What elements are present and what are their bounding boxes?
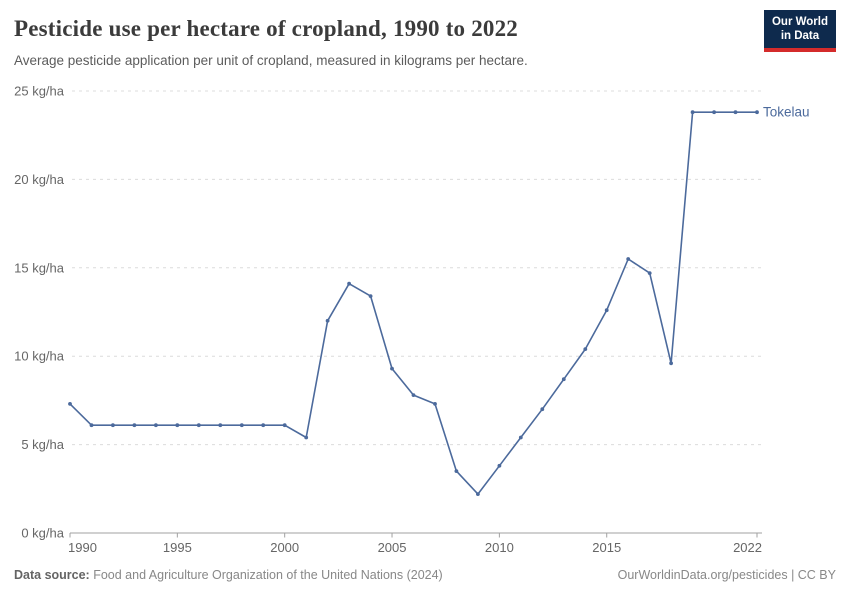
x-tick-label: 1995 xyxy=(163,540,192,555)
data-point xyxy=(196,423,201,428)
data-point xyxy=(561,377,566,382)
y-tick-label: 0 kg/ha xyxy=(21,526,64,541)
data-point xyxy=(540,407,545,412)
x-tick-label: 2005 xyxy=(378,540,407,555)
data-source-label: Data source: xyxy=(14,568,90,582)
y-tick-label: 10 kg/ha xyxy=(14,349,65,364)
data-source: Data source: Food and Agriculture Organi… xyxy=(14,568,443,582)
data-point xyxy=(261,423,266,428)
data-point xyxy=(89,423,94,428)
data-point xyxy=(669,361,673,366)
y-tick-label: 20 kg/ha xyxy=(14,172,65,187)
data-point xyxy=(411,393,416,397)
data-point xyxy=(239,423,244,428)
data-point xyxy=(111,423,115,428)
y-tick-label: 25 kg/ha xyxy=(14,84,65,99)
data-point xyxy=(755,110,759,115)
data-points xyxy=(68,110,759,496)
data-point xyxy=(347,281,351,286)
x-tick-label: 2010 xyxy=(485,540,514,555)
x-tick-label: 2022 xyxy=(733,540,762,555)
data-point xyxy=(368,294,373,298)
owid-logo[interactable]: Our World in Data xyxy=(763,10,836,52)
data-point xyxy=(390,366,394,371)
chart-title: Pesticide use per hectare of cropland, 1… xyxy=(14,16,519,41)
data-point xyxy=(476,492,480,496)
data-point xyxy=(497,463,502,468)
owid-logo-line2: in Data xyxy=(780,30,820,43)
data-point xyxy=(433,402,437,406)
chart-subtitle: Average pesticide application per unit o… xyxy=(14,53,528,68)
data-point xyxy=(132,423,137,428)
x-axis: 1990 1995 2000 2005 2010 2015 2022 xyxy=(68,533,762,555)
data-point xyxy=(325,318,330,323)
data-point xyxy=(454,469,459,473)
data-point xyxy=(175,423,180,428)
data-point xyxy=(304,435,309,440)
chart-canvas[interactable]: 0 kg/ha 5 kg/ha 10 kg/ha 15 kg/ha 20 kg/ha 25… xyxy=(0,80,850,560)
chart-footer: Data source: Food and Agriculture Organi… xyxy=(14,568,836,582)
data-point xyxy=(647,271,652,275)
data-point xyxy=(154,423,158,428)
x-tick-label: 2015 xyxy=(592,540,621,555)
data-point xyxy=(218,423,223,428)
data-point xyxy=(518,435,523,440)
data-point xyxy=(712,110,716,115)
data-source-text: Food and Agriculture Organization of the… xyxy=(89,568,443,582)
x-tick-label: 2000 xyxy=(270,540,299,555)
data-point xyxy=(626,257,631,261)
y-tick-label: 15 kg/ha xyxy=(14,260,65,275)
data-point xyxy=(282,423,287,428)
series-label[interactable]: Tokelau xyxy=(763,105,810,120)
credit-link[interactable]: OurWorldinData.org/pesticides | CC BY xyxy=(617,568,836,582)
data-point xyxy=(604,308,609,313)
data-point xyxy=(583,347,588,351)
owid-logo-line1: Our World xyxy=(771,16,828,28)
y-gridlines: 0 kg/ha 5 kg/ha 10 kg/ha 15 kg/ha 20 kg/ha 25… xyxy=(14,84,762,541)
data-point xyxy=(68,402,72,406)
x-tick-label: 1990 xyxy=(68,540,97,555)
data-point xyxy=(690,110,695,115)
data-point xyxy=(733,110,738,115)
series-line xyxy=(69,111,757,495)
y-tick-label: 5 kg/ha xyxy=(21,437,64,452)
